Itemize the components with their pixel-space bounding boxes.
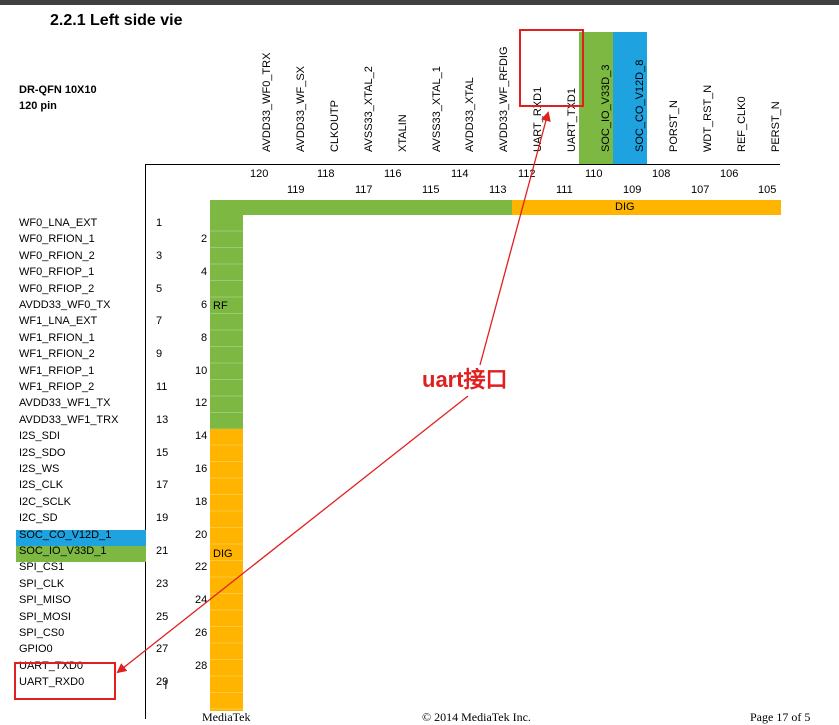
soc-io-v33d-1-highlight bbox=[16, 546, 146, 562]
top-pin-108: 108 bbox=[652, 168, 671, 180]
left-pin-11: 11 bbox=[156, 381, 168, 393]
package-type: DR-QFN 10X10 bbox=[19, 84, 97, 96]
footer-company: MediaTek bbox=[202, 710, 251, 724]
left-signal-avdd33-wf1-trx: AVDD33_WF1_TRX bbox=[19, 413, 119, 426]
uart-left-highlight-box bbox=[14, 662, 116, 700]
top-bar bbox=[0, 0, 839, 5]
top-pin-118: 118 bbox=[317, 168, 335, 180]
left-signal-avdd33-wf1-tx: AVDD33_WF1_TX bbox=[19, 397, 111, 410]
left-pin-20: 20 bbox=[195, 528, 208, 541]
top-pin-115: 115 bbox=[422, 184, 440, 196]
left-pin-5: 5 bbox=[156, 282, 163, 295]
text-cursor-icon: I bbox=[164, 677, 168, 692]
left-pin-16: 16 bbox=[195, 463, 208, 475]
left-signal-spi-cs1: SPI_CS1 bbox=[19, 561, 65, 574]
pin-count: 120 pin bbox=[19, 100, 57, 112]
left-signal-spi-clk: SPI_CLK bbox=[19, 577, 65, 590]
left-signal-soc-io-v33d-1: SOC_IO_V33D_1 bbox=[19, 545, 107, 557]
rf-band-top bbox=[210, 200, 512, 215]
left-signal-spi-mosi: SPI_MOSI bbox=[19, 610, 71, 623]
left-signal-avdd33-wf0-tx: AVDD33_WF0_TX bbox=[19, 299, 111, 311]
left-pin-24: 24 bbox=[195, 594, 208, 607]
soc-co-v12d-8-highlight bbox=[613, 32, 647, 164]
top-pin-113: 113 bbox=[489, 184, 507, 196]
left-signal-i2s-sdi: I2S_SDI bbox=[19, 430, 60, 443]
left-pin-4: 4 bbox=[201, 266, 208, 279]
soc-co-v12d-1-highlight bbox=[16, 530, 146, 546]
left-pin-7: 7 bbox=[156, 315, 163, 328]
dig-band-left bbox=[210, 429, 243, 711]
left-pin-3: 3 bbox=[156, 249, 163, 262]
top-pin-114: 114 bbox=[451, 168, 469, 180]
left-signal-wf0-rfiop-2: WF0_RFIOP_2 bbox=[19, 282, 95, 295]
left-signal-i2s-ws: I2S_WS bbox=[19, 463, 60, 475]
footer-page: Page 17 of 5 bbox=[750, 710, 811, 724]
left-signal-i2c-sd: I2C_SD bbox=[19, 512, 58, 525]
left-signal-wf0-rfion-1: WF0_RFION_1 bbox=[19, 233, 95, 246]
left-pin-2: 2 bbox=[201, 233, 208, 246]
top-pin-107: 107 bbox=[691, 184, 710, 196]
uart-annotation: uart接口 bbox=[422, 367, 508, 392]
left-signal-wf1-rfion-1: WF1_RFION_1 bbox=[19, 331, 95, 344]
left-pin-23: 23 bbox=[156, 577, 169, 590]
left-signal-gpio0: GPIO0 bbox=[19, 643, 53, 656]
left-signal-wf1-rfion-2: WF1_RFION_2 bbox=[19, 348, 95, 361]
top-pin-105: 105 bbox=[758, 184, 777, 196]
left-pin-18: 18 bbox=[195, 495, 208, 508]
top-pin-120: 120 bbox=[250, 168, 269, 180]
left-pin-15: 15 bbox=[156, 446, 169, 459]
left-pin-29: 29 bbox=[156, 676, 169, 689]
top-pin-109: 109 bbox=[623, 184, 642, 196]
soc-io-v33d-3-highlight bbox=[579, 32, 613, 164]
left-pin-22: 22 bbox=[195, 561, 208, 574]
rf-band-left bbox=[210, 215, 243, 429]
uart-top-highlight-box bbox=[519, 29, 584, 107]
left-signal-uart-rxd0: UART_RXD0 bbox=[19, 676, 85, 689]
dig-band-top bbox=[512, 200, 781, 215]
left-pin-21: 21 bbox=[156, 545, 169, 557]
top-pin-116: 116 bbox=[384, 168, 402, 180]
left-signal-wf0-rfiop-1: WF0_RFIOP_1 bbox=[19, 266, 95, 279]
left-signal-wf1-rfiop-2: WF1_RFIOP_2 bbox=[19, 381, 95, 393]
rf-band-label: RF bbox=[213, 300, 228, 312]
left-pin-10: 10 bbox=[195, 364, 208, 377]
left-signal-wf0-lna-ext: WF0_LNA_EXT bbox=[19, 217, 98, 229]
left-pin-8: 8 bbox=[201, 331, 208, 344]
left-pin-19: 19 bbox=[156, 512, 169, 525]
dig-band-left-label: DIG bbox=[213, 548, 233, 560]
left-signal-i2s-clk: I2S_CLK bbox=[19, 479, 64, 492]
frame-left-edge bbox=[145, 164, 146, 719]
left-pin-6: 6 bbox=[201, 299, 208, 311]
top-pin-117: 117 bbox=[355, 184, 373, 196]
left-signal-spi-miso: SPI_MISO bbox=[19, 594, 71, 607]
left-signal-soc-co-v12d-1: SOC_CO_V12D_1 bbox=[19, 528, 112, 541]
left-signal-spi-cs0: SPI_CS0 bbox=[19, 627, 65, 639]
section-title: 2.2.1 Left side vie bbox=[50, 12, 183, 29]
left-signal-i2c-sclk: I2C_SCLK bbox=[19, 495, 71, 508]
left-signal-wf1-rfiop-1: WF1_RFIOP_1 bbox=[19, 364, 95, 377]
left-pin-28: 28 bbox=[195, 659, 208, 672]
left-pin-25: 25 bbox=[156, 610, 169, 623]
left-pin-14: 14 bbox=[195, 430, 208, 443]
left-pin-12: 12 bbox=[195, 397, 208, 410]
left-pin-9: 9 bbox=[156, 348, 163, 361]
left-pin-27: 27 bbox=[156, 643, 169, 656]
footer-copyright: © 2014 MediaTek Inc. bbox=[422, 710, 531, 724]
left-pin-26: 26 bbox=[195, 627, 208, 639]
top-pin-119: 119 bbox=[287, 184, 305, 196]
top-pin-110: 110 bbox=[585, 168, 603, 180]
top-pin-106: 106 bbox=[720, 168, 739, 180]
frame-top-edge bbox=[145, 164, 780, 165]
dig-band-top-label: DIG bbox=[615, 201, 635, 213]
arrow-to-top-uart bbox=[479, 111, 551, 366]
left-pin-1: 1 bbox=[156, 217, 163, 229]
left-signal-wf0-rfion-2: WF0_RFION_2 bbox=[19, 249, 95, 262]
top-pin-111: 111 bbox=[556, 184, 573, 196]
left-pin-17: 17 bbox=[156, 479, 169, 492]
left-signal-i2s-sdo: I2S_SDO bbox=[19, 446, 66, 459]
left-signal-wf1-lna-ext: WF1_LNA_EXT bbox=[19, 315, 98, 328]
arrow-to-left-uart bbox=[116, 395, 469, 674]
left-pin-13: 13 bbox=[156, 413, 169, 426]
